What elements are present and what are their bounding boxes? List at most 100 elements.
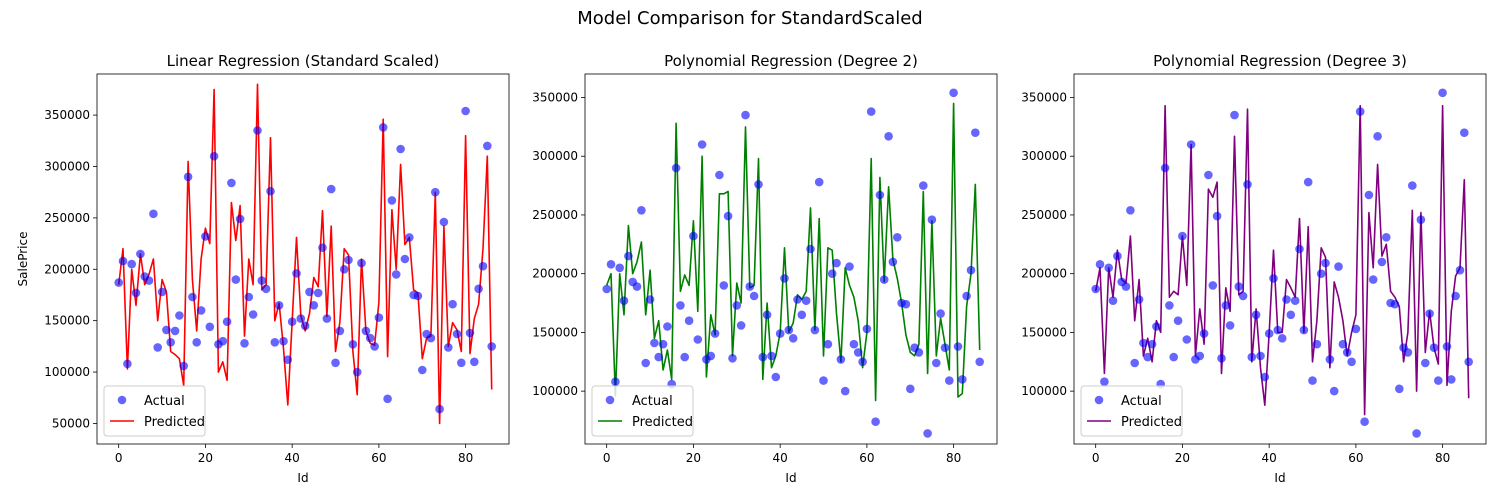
legend-actual-marker xyxy=(1094,395,1104,405)
x-tick-label: 20 xyxy=(198,451,213,465)
actual-point xyxy=(1299,325,1309,335)
actual-point xyxy=(1329,386,1339,396)
actual-point xyxy=(710,329,720,338)
actual-point xyxy=(641,358,650,368)
figure-suptitle: Model Comparison for StandardScaled xyxy=(577,8,922,29)
actual-point xyxy=(1100,377,1109,387)
actual-point xyxy=(339,265,349,274)
actual-point xyxy=(1264,329,1274,338)
actual-point xyxy=(209,151,219,161)
y-tick-label: 200000 xyxy=(1021,267,1067,281)
actual-point xyxy=(923,429,932,438)
chart-panel-linear: 0 20 40 60 80 50000 100000 150000 200000 250000 30… xyxy=(16,52,510,485)
actual-point xyxy=(136,249,145,259)
actual-point xyxy=(1403,348,1413,357)
actual-point xyxy=(906,384,915,394)
actual-point xyxy=(858,357,867,367)
actual-point xyxy=(658,339,668,349)
actual-point xyxy=(257,276,267,285)
actual-point xyxy=(971,128,980,137)
y-tick-label: 100000 xyxy=(44,365,90,379)
actual-point xyxy=(1143,352,1152,362)
actual-point xyxy=(749,291,759,301)
actual-point xyxy=(439,217,449,227)
actual-point xyxy=(840,386,850,396)
actual-point xyxy=(1147,339,1157,349)
actual-point xyxy=(723,211,733,221)
actual-point xyxy=(465,328,475,338)
x-tick-label: 60 xyxy=(859,451,874,465)
actual-point xyxy=(1368,275,1378,284)
actual-point xyxy=(1451,291,1460,301)
actual-point xyxy=(478,261,488,271)
actual-point xyxy=(149,209,158,219)
actual-point xyxy=(1139,338,1148,348)
y-tick-label: 150000 xyxy=(532,325,578,339)
x-tick-label: 0 xyxy=(1092,451,1100,465)
actual-point xyxy=(715,170,724,180)
actual-point xyxy=(1277,334,1287,343)
actual-point xyxy=(300,321,310,331)
x-tick-label: 20 xyxy=(686,451,701,465)
actual-point xyxy=(1234,282,1244,291)
actual-point xyxy=(1290,296,1300,306)
axes-frame xyxy=(96,73,510,445)
x-axis-label: Id xyxy=(785,471,796,485)
actual-point xyxy=(1256,351,1265,361)
actual-point xyxy=(1251,310,1261,320)
actual-point xyxy=(893,233,902,242)
actual-point xyxy=(309,301,319,310)
actual-point xyxy=(932,358,941,368)
actual-point xyxy=(1243,180,1252,189)
actual-point xyxy=(1334,262,1343,271)
x-tick-label: 0 xyxy=(115,451,123,465)
actual-point xyxy=(836,355,846,364)
actual-point xyxy=(606,260,616,269)
actual-point xyxy=(719,281,729,290)
actual-point xyxy=(819,376,828,385)
x-tick-label: 40 xyxy=(773,451,788,465)
actual-point xyxy=(1095,260,1105,269)
actual-point xyxy=(949,88,958,98)
actual-point xyxy=(1238,291,1248,301)
actual-point xyxy=(396,144,405,154)
actual-point xyxy=(383,394,392,404)
actual-point xyxy=(1169,352,1178,362)
actual-point xyxy=(123,359,132,369)
actual-point xyxy=(274,301,284,310)
actual-point xyxy=(313,288,323,298)
legend-predicted-label: Predicted xyxy=(632,415,693,430)
actual-point xyxy=(619,296,629,306)
actual-point xyxy=(823,339,833,349)
actual-point xyxy=(279,336,288,346)
actual-point xyxy=(810,325,820,335)
actual-point xyxy=(166,338,175,347)
actual-point xyxy=(1269,274,1278,283)
actual-point xyxy=(1186,140,1196,149)
actual-point xyxy=(127,259,136,269)
actual-point xyxy=(435,404,444,414)
actual-point xyxy=(331,358,340,368)
actual-point xyxy=(1303,177,1313,187)
y-tick-label: 250000 xyxy=(44,211,90,225)
y-tick-label: 350000 xyxy=(1021,90,1067,104)
actual-point xyxy=(1390,299,1400,309)
plot-area xyxy=(585,74,997,444)
y-tick-label: 250000 xyxy=(1021,208,1067,222)
actual-point xyxy=(1286,310,1296,320)
actual-point xyxy=(602,284,611,294)
actual-point xyxy=(732,301,742,310)
actual-point xyxy=(936,309,945,318)
actual-point xyxy=(875,190,885,200)
y-tick-label: 200000 xyxy=(532,267,578,281)
chart-title: Polynomial Regression (Degree 3) xyxy=(1153,52,1407,70)
actual-point xyxy=(266,186,275,196)
actual-point xyxy=(1230,110,1239,120)
actual-point xyxy=(188,292,197,302)
actual-point xyxy=(1295,244,1304,254)
x-axis-label: Id xyxy=(297,471,308,485)
actual-point xyxy=(736,321,746,330)
actual-point xyxy=(227,178,236,188)
actual-point xyxy=(244,292,254,302)
actual-point xyxy=(1342,348,1352,357)
